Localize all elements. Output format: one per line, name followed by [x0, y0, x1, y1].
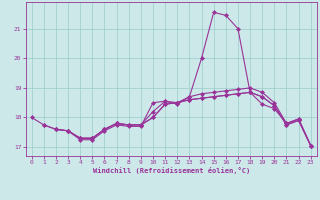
X-axis label: Windchill (Refroidissement éolien,°C): Windchill (Refroidissement éolien,°C) — [92, 167, 250, 174]
